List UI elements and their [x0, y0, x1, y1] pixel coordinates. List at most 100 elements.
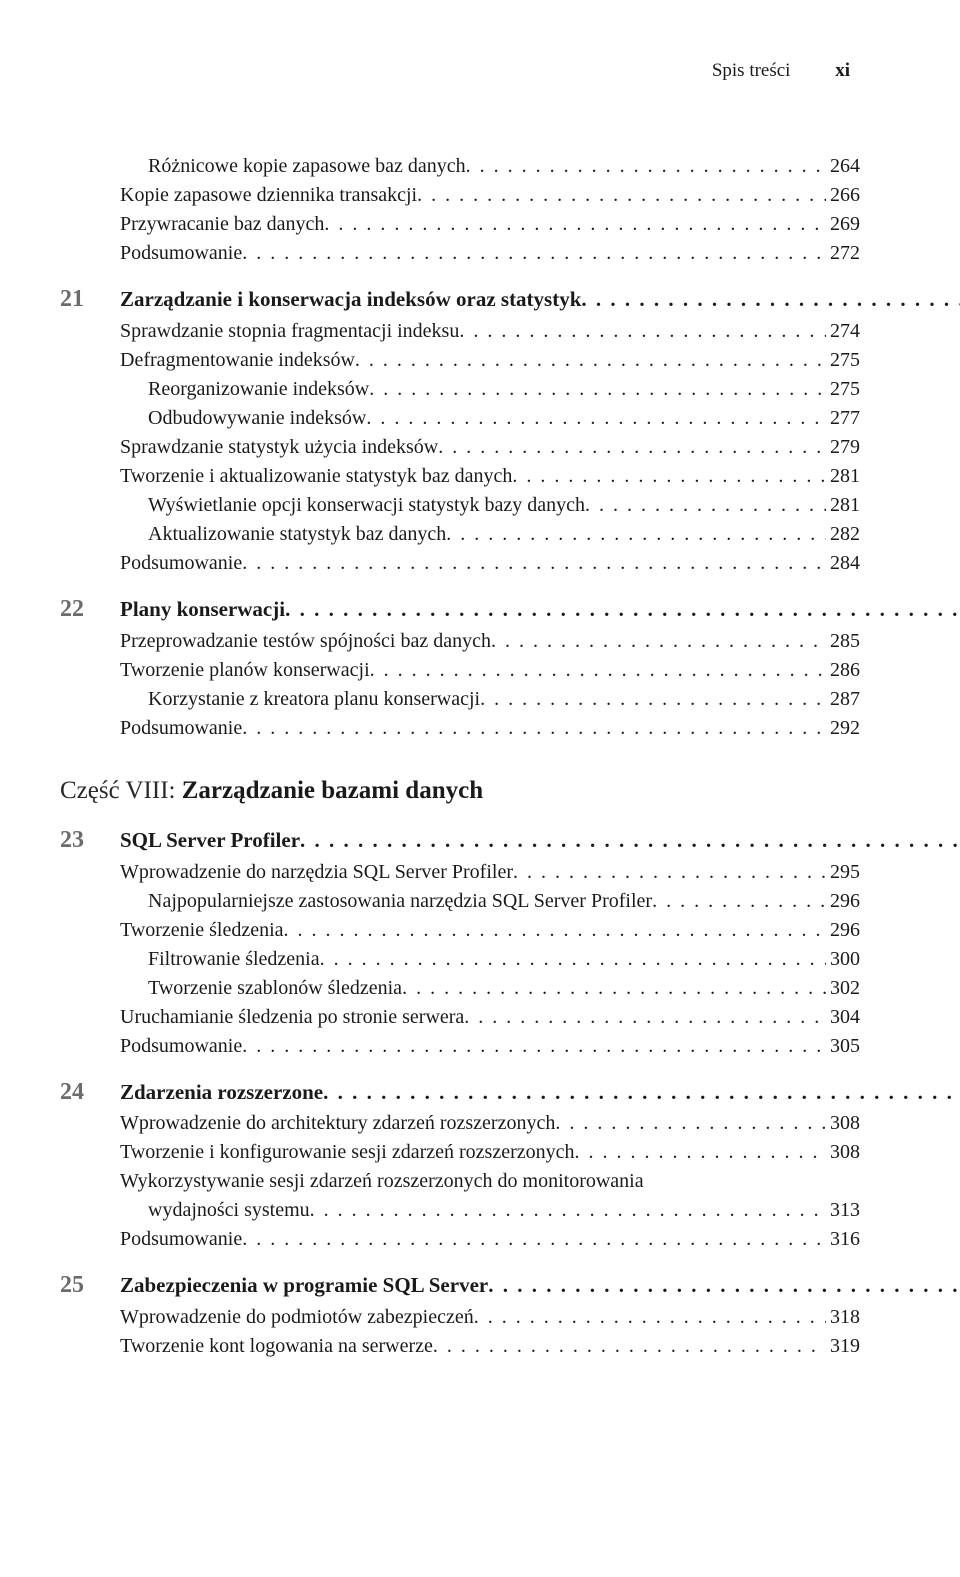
- toc-leader: [370, 656, 826, 685]
- toc-leader: [300, 825, 960, 855]
- toc-leader: [402, 974, 826, 1003]
- toc-page-number: 292: [826, 714, 860, 743]
- toc-text: Odbudowywanie indeksów: [148, 404, 366, 433]
- toc-page-number: 302: [826, 974, 860, 1003]
- chapter-title: Zarządzanie i konserwacja indeksów oraz …: [120, 284, 960, 314]
- toc-leader: [242, 549, 826, 578]
- toc-entry: Wprowadzenie do podmiotów zabezpieczeń31…: [60, 1303, 860, 1332]
- toc-leader: [284, 916, 826, 945]
- toc-text: Tworzenie szablonów śledzenia: [148, 974, 402, 1003]
- toc-text: Tworzenie planów konserwacji: [120, 656, 370, 685]
- toc-entry: Podsumowanie305: [60, 1032, 860, 1061]
- toc-page-number: 308: [826, 1138, 860, 1167]
- chapter-content: SQL Server Profiler295: [120, 825, 960, 855]
- toc-entry: Tworzenie kont logowania na serwerze319: [60, 1332, 860, 1361]
- toc-page-number: 264: [826, 152, 860, 181]
- chapter-title-text: Zdarzenia rozszerzone: [120, 1077, 323, 1107]
- toc-entry: Tworzenie i aktualizowanie statystyk baz…: [60, 462, 860, 491]
- toc-page-number: 277: [826, 404, 860, 433]
- chapter-content: Plany konserwacji285: [120, 594, 960, 624]
- toc-leader: [581, 284, 960, 314]
- toc-leader: [488, 1270, 960, 1300]
- toc-text: Przeprowadzanie testów spójności baz dan…: [120, 627, 491, 656]
- toc-text: Tworzenie i konfigurowanie sesji zdarzeń…: [120, 1138, 575, 1167]
- toc-page-number: 275: [826, 375, 860, 404]
- chapters-block-2: 23SQL Server Profiler 295 Wprowadzenie do …: [60, 823, 860, 1361]
- toc-page-number: 296: [826, 887, 860, 916]
- chapter-block: 23SQL Server Profiler 295 Wprowadzenie do …: [60, 823, 860, 1061]
- table-of-contents: Różnicowe kopie zapasowe baz danych264Ko…: [60, 152, 860, 1361]
- toc-entry: Tworzenie śledzenia296: [60, 916, 860, 945]
- toc-entry: Filtrowanie śledzenia 300: [60, 945, 860, 974]
- toc-page-number: 272: [826, 239, 860, 268]
- chapter-block: 24Zdarzenia rozszerzone307Wprowadzenie d…: [60, 1075, 860, 1255]
- toc-page-number: 316: [826, 1225, 860, 1254]
- toc-leader: [555, 1109, 826, 1138]
- toc-leader: [355, 346, 826, 375]
- chapter-title-text: Zarządzanie i konserwacja indeksów oraz …: [120, 284, 581, 314]
- chapter-title-text: SQL Server Profiler: [120, 825, 300, 855]
- toc-text: Wyświetlanie opcji konserwacji statystyk…: [148, 491, 585, 520]
- toc-text: Filtrowanie śledzenia: [148, 945, 320, 974]
- chapter-number: 24: [60, 1075, 120, 1110]
- toc-text: Aktualizowanie statystyk baz danych: [148, 520, 446, 549]
- chapter-block: 25Zabezpieczenia w programie SQL Server3…: [60, 1268, 860, 1361]
- toc-text: Wprowadzenie do architektury zdarzeń roz…: [120, 1109, 555, 1138]
- chapter-number: 21: [60, 282, 120, 317]
- chapter-title: Zabezpieczenia w programie SQL Server317: [120, 1270, 960, 1300]
- toc-entry: Reorganizowanie indeksów275: [60, 375, 860, 404]
- toc-page-number: 279: [826, 433, 860, 462]
- toc-page-number: 300: [826, 945, 860, 974]
- toc-page-number: 296: [826, 916, 860, 945]
- toc-text: Tworzenie i aktualizowanie statystyk baz…: [120, 462, 512, 491]
- toc-entry: Tworzenie planów konserwacji 286: [60, 656, 860, 685]
- toc-entry-line: Wykorzystywanie sesji zdarzeń rozszerzon…: [60, 1167, 860, 1196]
- toc-leader: [446, 520, 826, 549]
- toc-entry: Tworzenie szablonów śledzenia 302: [60, 974, 860, 1003]
- chapter-content: Zdarzenia rozszerzone307: [120, 1077, 960, 1107]
- chapter-number: 23: [60, 823, 120, 858]
- toc-page-number: 308: [826, 1109, 860, 1138]
- toc-entry: Defragmentowanie indeksów275: [60, 346, 860, 375]
- toc-page-number: 287: [826, 685, 860, 714]
- toc-entry: Podsumowanie 284: [60, 549, 860, 578]
- toc-entry: Tworzenie i konfigurowanie sesji zdarzeń…: [60, 1138, 860, 1167]
- toc-entry-line: wydajności systemu313: [60, 1196, 860, 1225]
- toc-page-number: 282: [826, 520, 860, 549]
- toc-text: Wprowadzenie do narzędzia SQL Server Pro…: [120, 858, 513, 887]
- toc-text: Wykorzystywanie sesji zdarzeń rozszerzon…: [120, 1167, 644, 1196]
- part-heading: Część VIII: Zarządzanie bazami danych: [60, 773, 860, 809]
- toc-page-number: 281: [826, 491, 860, 520]
- toc-page-number: 304: [826, 1003, 860, 1032]
- toc-text: Podsumowanie: [120, 1225, 242, 1254]
- toc-text: Tworzenie kont logowania na serwerze: [120, 1332, 433, 1361]
- toc-page-number: 295: [826, 858, 860, 887]
- toc-page-number: 313: [826, 1196, 860, 1225]
- toc-entry: Sprawdzanie statystyk użycia indeksów279: [60, 433, 860, 462]
- toc-leader: [369, 375, 826, 404]
- chapter-content: Zarządzanie i konserwacja indeksów oraz …: [120, 284, 960, 314]
- toc-page-number: 284: [826, 549, 860, 578]
- toc-entry: Uruchamianie śledzenia po stronie serwer…: [60, 1003, 860, 1032]
- toc-leader: [324, 210, 826, 239]
- chapter-content: Zabezpieczenia w programie SQL Server317: [120, 1270, 960, 1300]
- toc-entry: Podsumowanie272: [60, 239, 860, 268]
- toc-text: Korzystanie z kreatora planu konserwacji: [148, 685, 480, 714]
- toc-page-number: 269: [826, 210, 860, 239]
- header-label: Spis treści: [712, 60, 791, 81]
- toc-text: Kopie zapasowe dziennika transakcji: [120, 181, 417, 210]
- toc-entry: Różnicowe kopie zapasowe baz danych264: [60, 152, 860, 181]
- header-pagenum: xi: [835, 60, 850, 81]
- chapters-block-1: 21Zarządzanie i konserwacja indeksów ora…: [60, 282, 860, 743]
- toc-page-number: 274: [826, 317, 860, 346]
- toc-page-number: 266: [826, 181, 860, 210]
- running-header: Spis treści xi: [60, 60, 860, 82]
- toc-text: Podsumowanie: [120, 549, 242, 578]
- toc-leader: [310, 1196, 826, 1225]
- part-title: Zarządzanie bazami danych: [182, 777, 483, 804]
- chapter-number: 22: [60, 592, 120, 627]
- toc-leader: [585, 491, 826, 520]
- chapter-heading: 25Zabezpieczenia w programie SQL Server3…: [60, 1268, 860, 1303]
- toc-page-number: 286: [826, 656, 860, 685]
- chapter-title: Plany konserwacji285: [120, 594, 960, 624]
